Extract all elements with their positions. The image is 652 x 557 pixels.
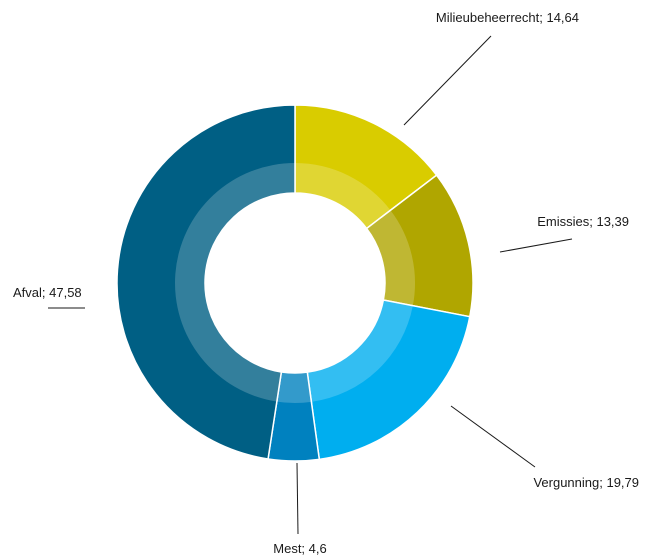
slice-highlight-milieubeheerrecht [295,163,391,229]
slice-vergunning [306,299,471,461]
slice-highlight-mest [276,371,312,404]
inner-ring-highlights [175,163,415,404]
slice-highlight-afval [175,163,295,402]
slice-label-vergunning: Vergunning; 19,79 [533,475,639,490]
leader-line-vergunning [450,405,536,468]
slice-labels: Milieubeheerrecht; 14,64 Emissies; 13,39 V… [13,10,639,556]
leader-line-mest [296,462,299,535]
slice-label-milieubeheerrecht: Milieubeheerrecht; 14,64 [436,10,579,25]
leader-lines [48,35,573,535]
slice-highlight-emissies [366,210,415,306]
slice-label-mest: Mest; 4,6 [273,541,326,556]
slice-afval [116,104,296,460]
donut-slices [116,104,474,462]
slice-highlight-vergunning [307,300,413,402]
leader-line-milieubeheerrecht [403,35,492,126]
slice-label-emissies: Emissies; 13,39 [537,214,629,229]
slice-label-afval: Afval; 47,58 [13,285,82,300]
leader-line-emissies [499,238,573,253]
